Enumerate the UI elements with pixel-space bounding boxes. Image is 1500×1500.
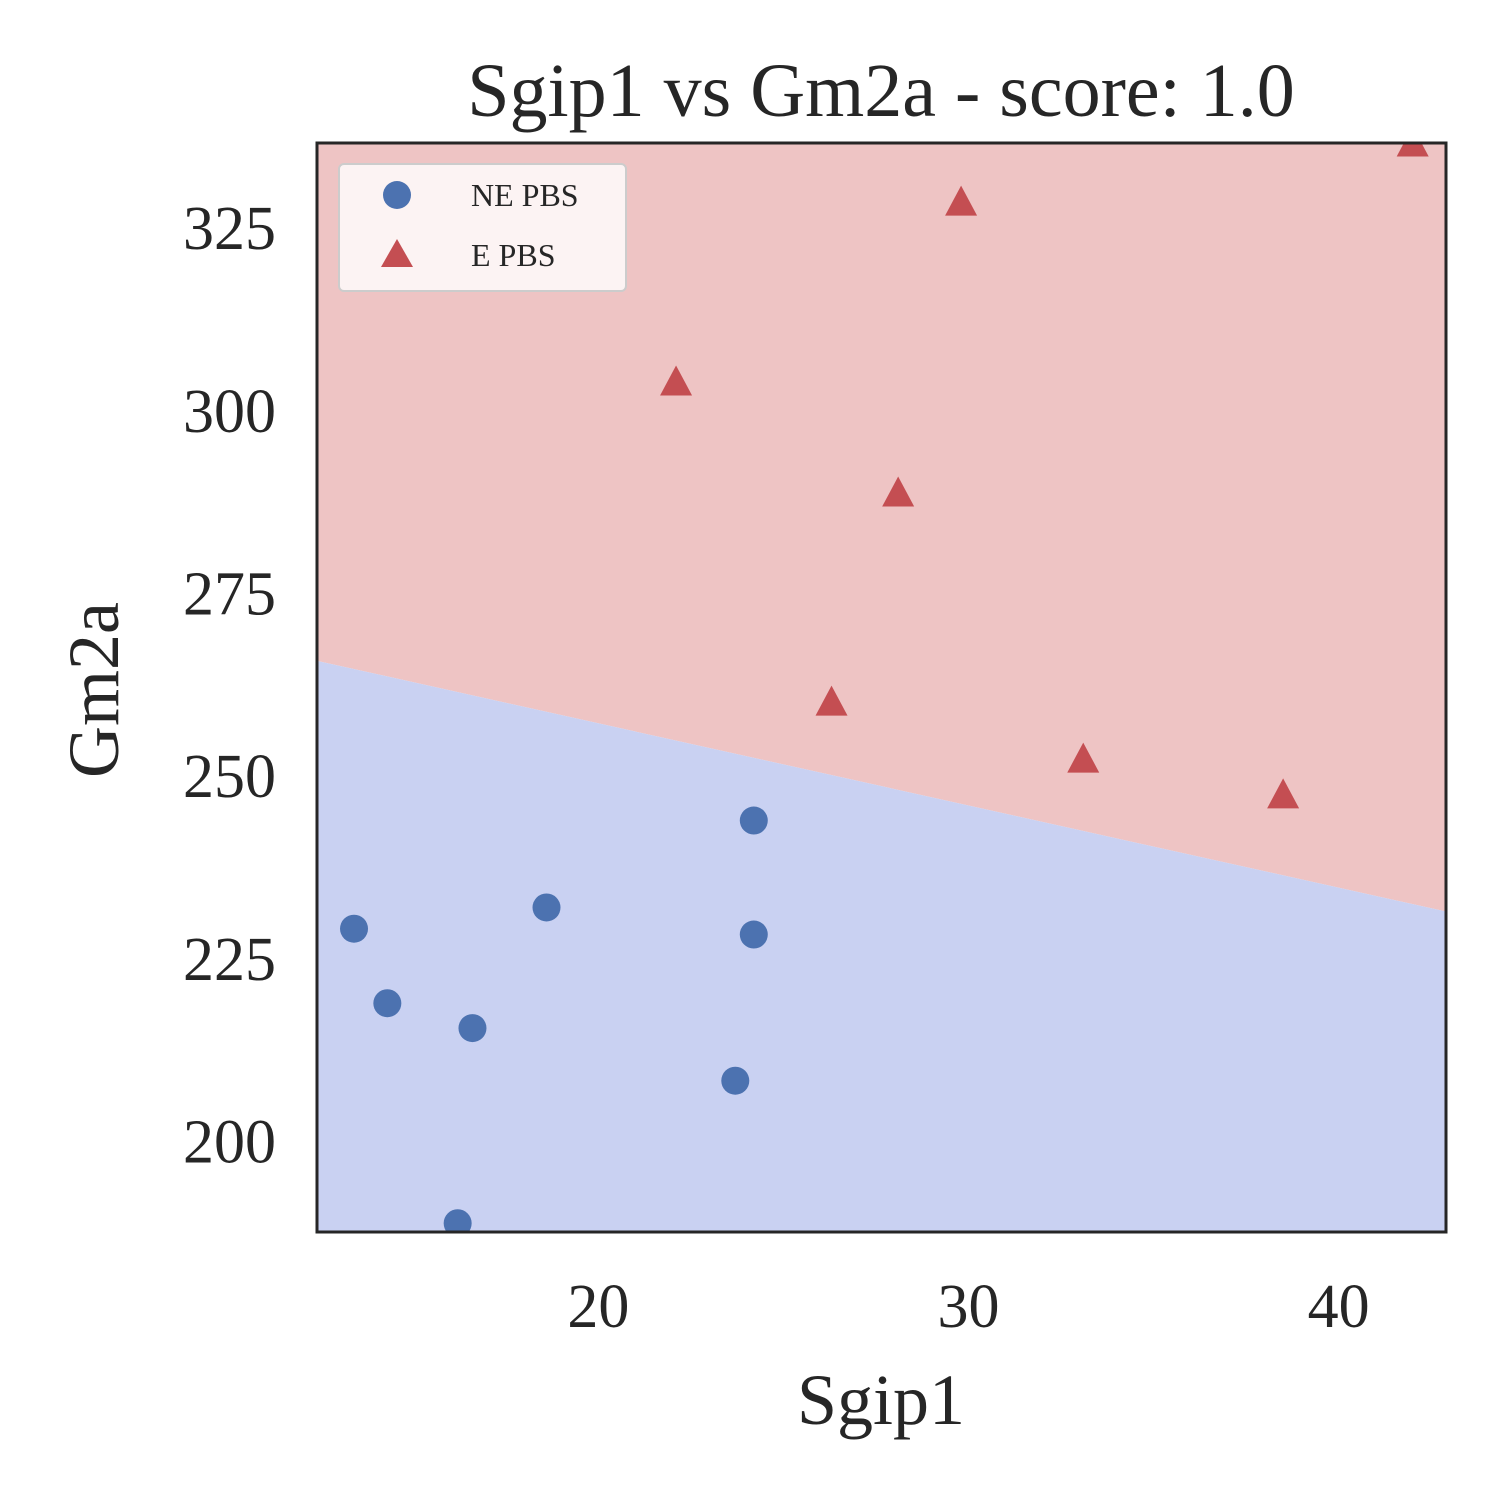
x-tick-label-40: 40 bbox=[1308, 1273, 1370, 1341]
legend: NE PBS E PBS bbox=[338, 163, 627, 292]
y-tick-label-200: 200 bbox=[183, 1109, 276, 1177]
legend-label-e-pbs: E PBS bbox=[471, 237, 555, 273]
x-axis-label: Sgip1 bbox=[797, 1360, 965, 1440]
x-tick-label-30: 30 bbox=[937, 1273, 999, 1341]
decision-region-e-pbs bbox=[317, 143, 1446, 912]
y-tick-label-300: 300 bbox=[183, 378, 276, 446]
x-axis-ticks: 20 30 40 bbox=[567, 1273, 1369, 1341]
y-tick-label-275: 275 bbox=[183, 560, 276, 628]
point-ne-pbs-6 bbox=[739, 806, 768, 835]
data-points bbox=[340, 143, 1429, 1232]
point-ne-pbs-4 bbox=[532, 893, 561, 922]
y-axis-ticks: 200 225 250 275 300 325 bbox=[183, 195, 276, 1177]
chart-title: Sgip1 vs Gm2a - score: 1.0 bbox=[467, 49, 1294, 133]
point-e-pbs-1 bbox=[815, 685, 848, 716]
point-e-pbs-4 bbox=[1067, 742, 1100, 773]
y-tick-label-225: 225 bbox=[183, 926, 276, 994]
plot-area bbox=[317, 143, 1446, 1232]
point-ne-pbs-3 bbox=[458, 1014, 487, 1043]
point-ne-pbs-1 bbox=[373, 989, 402, 1018]
x-tick-label-20: 20 bbox=[567, 1273, 629, 1341]
point-e-pbs-3 bbox=[945, 185, 978, 216]
y-tick-label-250: 250 bbox=[183, 743, 276, 811]
plot-frame bbox=[315, 141, 1448, 1234]
legend-marker-ne-pbs bbox=[383, 181, 411, 209]
legend-marker-e-pbs bbox=[381, 239, 413, 267]
legend-label-ne-pbs: NE PBS bbox=[471, 177, 579, 213]
point-e-pbs-2 bbox=[882, 476, 915, 507]
y-tick-label-325: 325 bbox=[183, 195, 276, 263]
point-ne-pbs-5 bbox=[721, 1066, 750, 1095]
decision-region-ne-pbs bbox=[317, 660, 1446, 1232]
point-e-pbs-5 bbox=[1267, 778, 1300, 809]
point-ne-pbs-2 bbox=[443, 1209, 472, 1232]
point-e-pbs-6 bbox=[1396, 143, 1429, 157]
point-ne-pbs-7 bbox=[739, 920, 768, 949]
point-e-pbs-0 bbox=[660, 365, 693, 396]
point-ne-pbs-0 bbox=[340, 914, 369, 943]
y-axis-label: Gm2a bbox=[54, 602, 134, 778]
